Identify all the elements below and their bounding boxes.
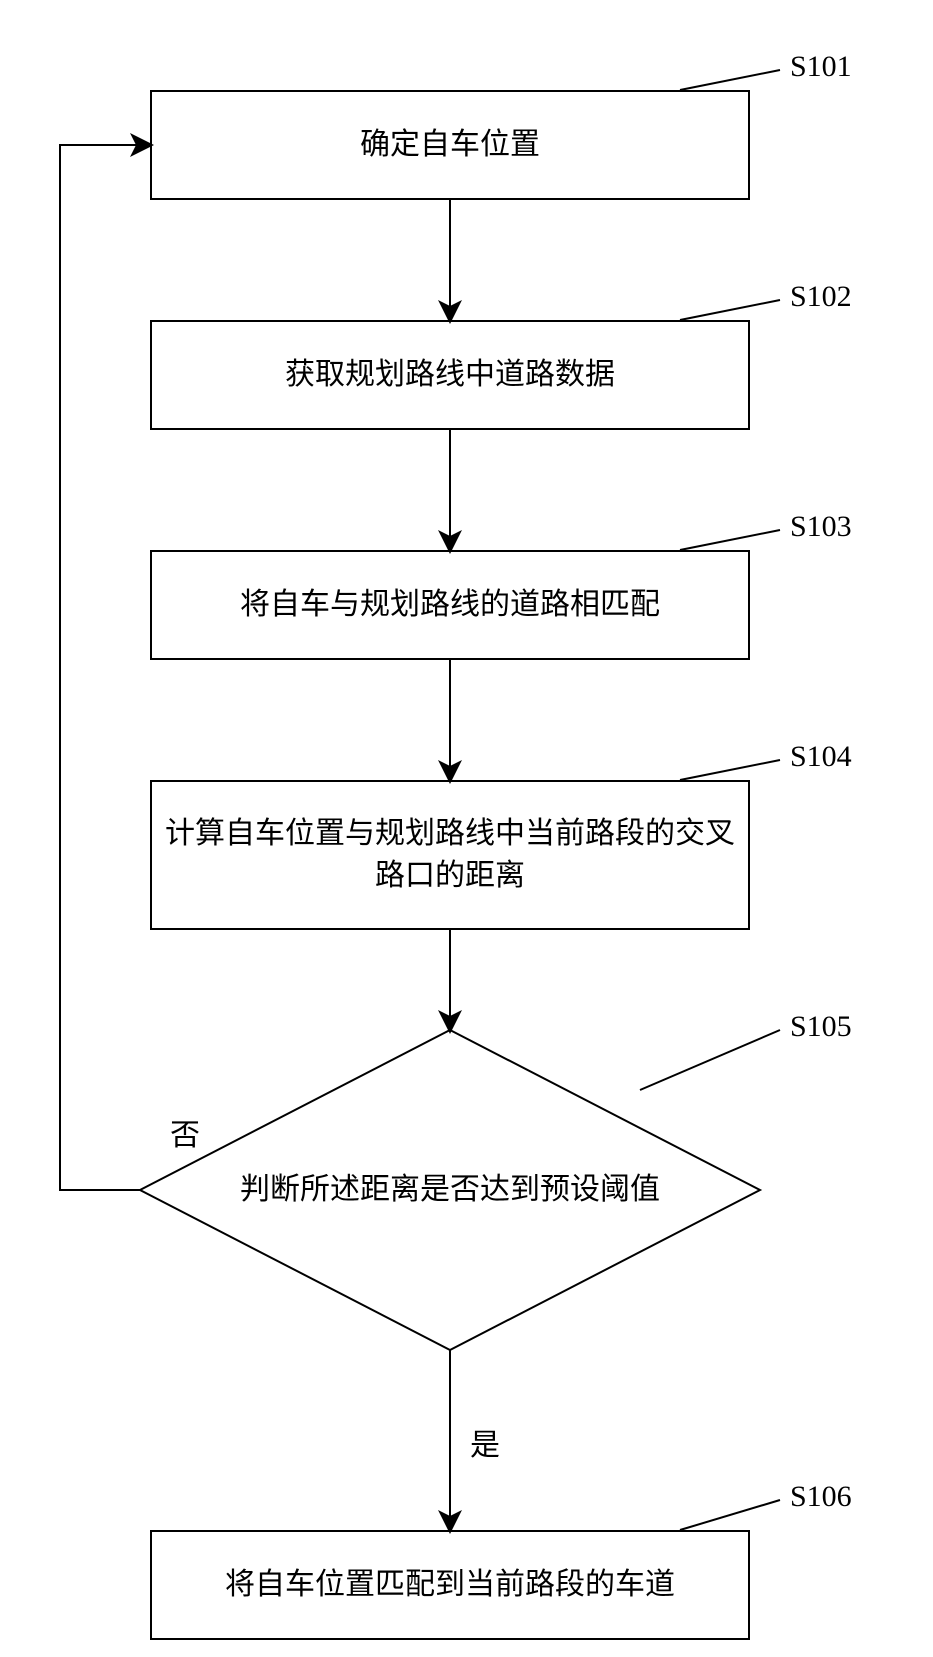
flow-step-text: 将自车位置匹配到当前路段的车道 — [225, 1564, 675, 1606]
step-label-s106: S106 — [790, 1480, 852, 1514]
flow-step-s102: 获取规划路线中道路数据 — [150, 320, 750, 430]
edge-label-yes: 是 — [470, 1420, 500, 1464]
flow-step-s105: 判断所述距离是否达到预设阈值 — [140, 1030, 760, 1350]
flow-step-text: 计算自车位置与规划路线中当前路段的交叉路口的距离 — [164, 813, 736, 897]
step-label-s102: S102 — [790, 280, 852, 314]
flow-step-text: 将自车与规划路线的道路相匹配 — [240, 584, 660, 626]
flowchart-canvas: 确定自车位置获取规划路线中道路数据将自车与规划路线的道路相匹配计算自车位置与规划… — [0, 0, 933, 1657]
step-label-s103: S103 — [790, 510, 852, 544]
edge-label-no: 否 — [170, 1110, 200, 1154]
step-label-s105: S105 — [790, 1010, 852, 1044]
flow-step-s103: 将自车与规划路线的道路相匹配 — [150, 550, 750, 660]
flow-step-text: 确定自车位置 — [360, 124, 540, 166]
step-label-s104: S104 — [790, 740, 852, 774]
flow-step-text: 判断所述距离是否达到预设阈值 — [240, 1169, 660, 1211]
flow-step-s106: 将自车位置匹配到当前路段的车道 — [150, 1530, 750, 1640]
flow-step-s101: 确定自车位置 — [150, 90, 750, 200]
flow-step-text: 获取规划路线中道路数据 — [285, 354, 615, 396]
step-label-s101: S101 — [790, 50, 852, 84]
flow-step-s104: 计算自车位置与规划路线中当前路段的交叉路口的距离 — [150, 780, 750, 930]
